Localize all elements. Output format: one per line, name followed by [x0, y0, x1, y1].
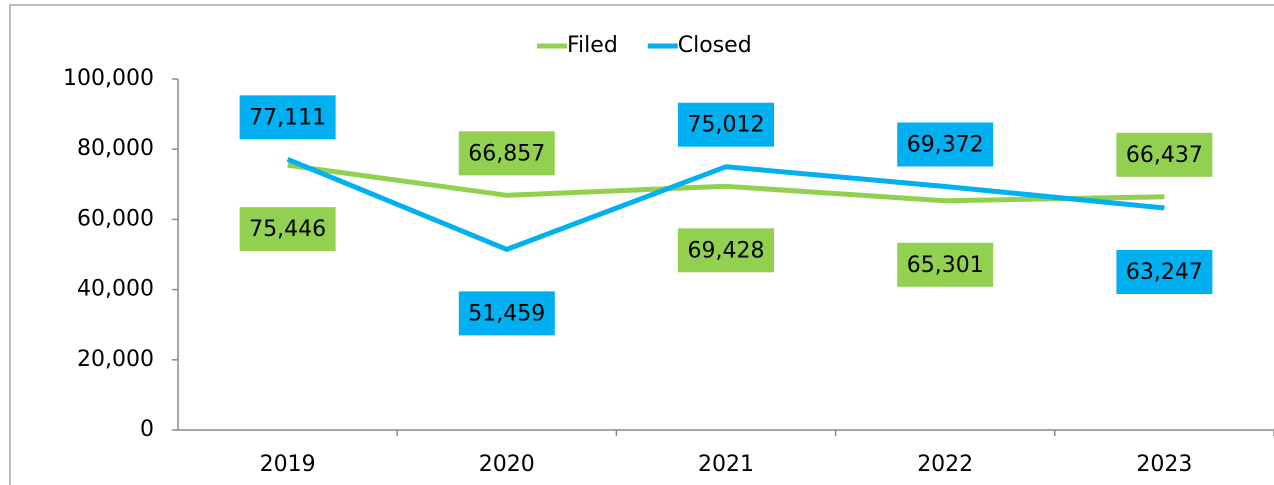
x-tick-label: 2020 — [479, 452, 535, 477]
legend-label: Closed — [678, 33, 752, 58]
data-label: 69,372 — [907, 133, 984, 158]
y-tick-label: 100,000 — [63, 66, 154, 91]
data-label: 75,012 — [688, 113, 765, 138]
y-tick-label: 40,000 — [77, 277, 154, 302]
data-label: 75,446 — [249, 217, 326, 242]
data-label-box — [458, 291, 555, 336]
data-label: 77,111 — [249, 105, 326, 130]
series-line — [286, 157, 1165, 252]
x-tick-label: 2022 — [917, 452, 973, 477]
data-label: 69,428 — [688, 238, 765, 263]
data-label-box — [1116, 250, 1213, 295]
data-label-box — [897, 122, 994, 167]
data-label-box — [678, 228, 774, 273]
y-tick-label: 20,000 — [77, 347, 154, 372]
series-line — [287, 162, 1165, 204]
data-label-box — [239, 95, 336, 140]
chart-frame — [9, 4, 1274, 485]
y-tick-label: 0 — [140, 417, 154, 442]
data-label: 66,857 — [468, 141, 545, 166]
x-tick-label: 2023 — [1136, 452, 1192, 477]
data-label-box — [239, 207, 336, 252]
x-tick-label: 2019 — [260, 452, 316, 477]
data-label-box — [458, 131, 555, 176]
data-label-box — [1116, 132, 1213, 177]
data-label: 65,301 — [907, 253, 984, 278]
y-tick-label: 80,000 — [77, 136, 154, 161]
data-label: 51,459 — [468, 301, 545, 326]
data-label: 63,247 — [1126, 260, 1203, 285]
data-label-box — [678, 102, 774, 147]
data-label: 66,437 — [1126, 143, 1203, 168]
data-label-box — [897, 242, 994, 287]
legend-label: Filed — [567, 33, 618, 58]
y-tick-label: 60,000 — [77, 206, 154, 231]
x-tick-label: 2021 — [698, 452, 754, 477]
